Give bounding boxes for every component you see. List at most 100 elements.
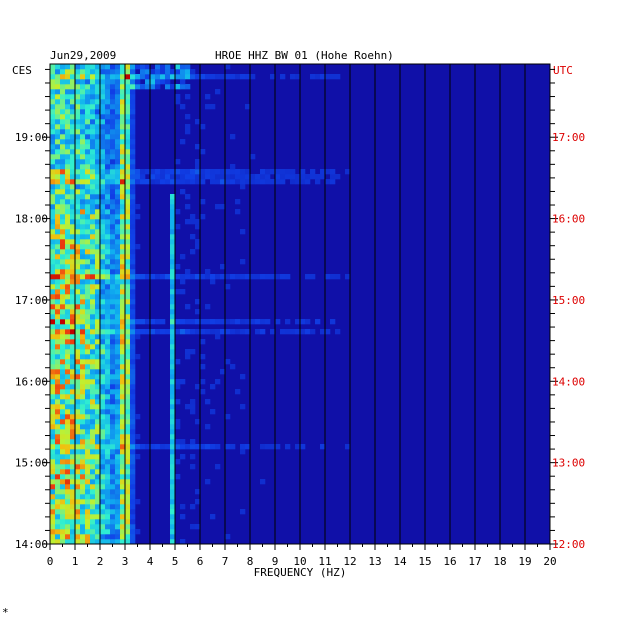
spectrogram-cell xyxy=(80,104,86,110)
spectrogram-cell xyxy=(115,324,121,330)
spectrogram-cell xyxy=(65,459,71,465)
spectrogram-cell xyxy=(170,69,176,75)
spectrogram-cell xyxy=(110,474,116,480)
spectrogram-row xyxy=(50,294,176,300)
spectrogram-cell xyxy=(55,484,61,490)
spectrogram-cell xyxy=(185,124,191,130)
spectrogram-cell xyxy=(60,124,66,130)
spectrogram-row xyxy=(50,159,201,165)
spectrogram-cell xyxy=(90,474,96,480)
spectrogram-cell xyxy=(110,434,116,440)
spectrogram-cell xyxy=(80,154,86,160)
spectrogram-cell xyxy=(330,319,336,325)
spectrogram-cell xyxy=(100,64,106,70)
spectrogram-cell xyxy=(105,394,111,400)
spectrogram-cell xyxy=(300,319,306,325)
spectrogram-cell xyxy=(320,74,326,80)
spectrogram-cell xyxy=(60,529,66,535)
spectrogram-row xyxy=(50,219,201,225)
spectrogram-cell xyxy=(185,444,191,450)
spectrogram-cell xyxy=(75,384,81,390)
spectrogram-cell xyxy=(95,454,101,460)
spectrogram-cell xyxy=(185,94,191,100)
spectrogram-cell xyxy=(235,74,241,80)
spectrogram-cell xyxy=(75,69,81,75)
spectrogram-cell xyxy=(55,179,61,185)
spectrogram-cell xyxy=(90,284,96,290)
spectrogram-cell xyxy=(80,389,86,395)
spectrogram-cell xyxy=(80,79,86,85)
spectrogram-cell xyxy=(55,119,61,125)
spectrogram-cell xyxy=(125,489,131,495)
spectrogram-cell xyxy=(50,264,56,270)
spectrogram-cell xyxy=(95,514,101,520)
spectrogram-cell xyxy=(85,399,91,405)
spectrogram-cell xyxy=(50,279,56,285)
spectrogram-cell xyxy=(125,419,131,425)
spectrogram-cell xyxy=(90,334,96,340)
spectrogram-cell xyxy=(115,319,121,325)
spectrogram-cell xyxy=(130,94,136,100)
spectrogram-cell xyxy=(80,64,86,70)
spectrogram-cell xyxy=(135,434,141,440)
spectrogram-cell xyxy=(95,194,101,200)
spectrogram-cell xyxy=(90,514,96,520)
spectrogram-cell xyxy=(90,214,96,220)
spectrogram-cell xyxy=(80,199,86,205)
spectrogram-cell xyxy=(85,159,91,165)
spectrogram-cell xyxy=(95,444,101,450)
spectrogram-cell xyxy=(110,264,116,270)
spectrogram-cell xyxy=(170,269,176,275)
spectrogram-cell xyxy=(165,274,171,280)
spectrogram-cell xyxy=(80,369,86,375)
spectrogram-cell xyxy=(70,279,76,285)
spectrogram-cell xyxy=(95,484,101,490)
spectrogram-row xyxy=(50,364,236,370)
spectrogram-cell xyxy=(65,529,71,535)
spectrogram-cell xyxy=(55,254,61,260)
spectrogram-cell xyxy=(170,314,176,320)
spectrogram-cell xyxy=(90,379,96,385)
spectrogram-cell xyxy=(165,169,171,175)
spectrogram-cell xyxy=(100,79,106,85)
spectrogram-cell xyxy=(155,74,161,80)
spectrogram-cell xyxy=(130,479,136,485)
spectrogram-cell xyxy=(80,394,86,400)
spectrogram-cell xyxy=(80,444,86,450)
spectrogram-cell xyxy=(115,84,121,90)
spectrogram-cell xyxy=(80,519,86,525)
spectrogram-cell xyxy=(60,379,66,385)
spectrogram-cell xyxy=(80,224,86,230)
spectrogram-cell xyxy=(115,399,121,405)
spectrogram-cell xyxy=(150,274,156,280)
spectrogram-cell xyxy=(100,304,106,310)
spectrogram-cell xyxy=(95,334,101,340)
spectrogram-cell xyxy=(105,524,111,530)
right-time-tick-label: 12:00 xyxy=(552,538,585,551)
spectrogram-cell xyxy=(90,349,96,355)
spectrogram-cell xyxy=(65,109,71,115)
spectrogram-cell xyxy=(125,124,131,130)
spectrogram-cell xyxy=(75,234,81,240)
spectrogram-cell xyxy=(125,204,131,210)
spectrogram-cell xyxy=(120,239,126,245)
spectrogram-cell xyxy=(70,184,76,190)
spectrogram-row xyxy=(50,384,216,390)
spectrogram-cell xyxy=(110,484,116,490)
spectrogram-cell xyxy=(55,104,61,110)
spectrogram-cell xyxy=(130,214,136,220)
spectrogram-cell xyxy=(75,94,81,100)
frequency-tick-label: 11 xyxy=(318,555,331,568)
spectrogram-cell xyxy=(225,444,231,450)
spectrogram-cell xyxy=(70,99,76,105)
spectrogram-cell xyxy=(55,414,61,420)
spectrogram-cell xyxy=(100,259,106,265)
spectrogram-cell xyxy=(125,399,131,405)
spectrogram-cell xyxy=(65,449,71,455)
spectrogram-cell xyxy=(170,329,176,335)
spectrogram-cell xyxy=(130,324,136,330)
spectrogram-cell xyxy=(65,119,71,125)
spectrogram-cell xyxy=(115,454,121,460)
spectrogram-cell xyxy=(55,454,61,460)
spectrogram-cell xyxy=(100,74,106,80)
